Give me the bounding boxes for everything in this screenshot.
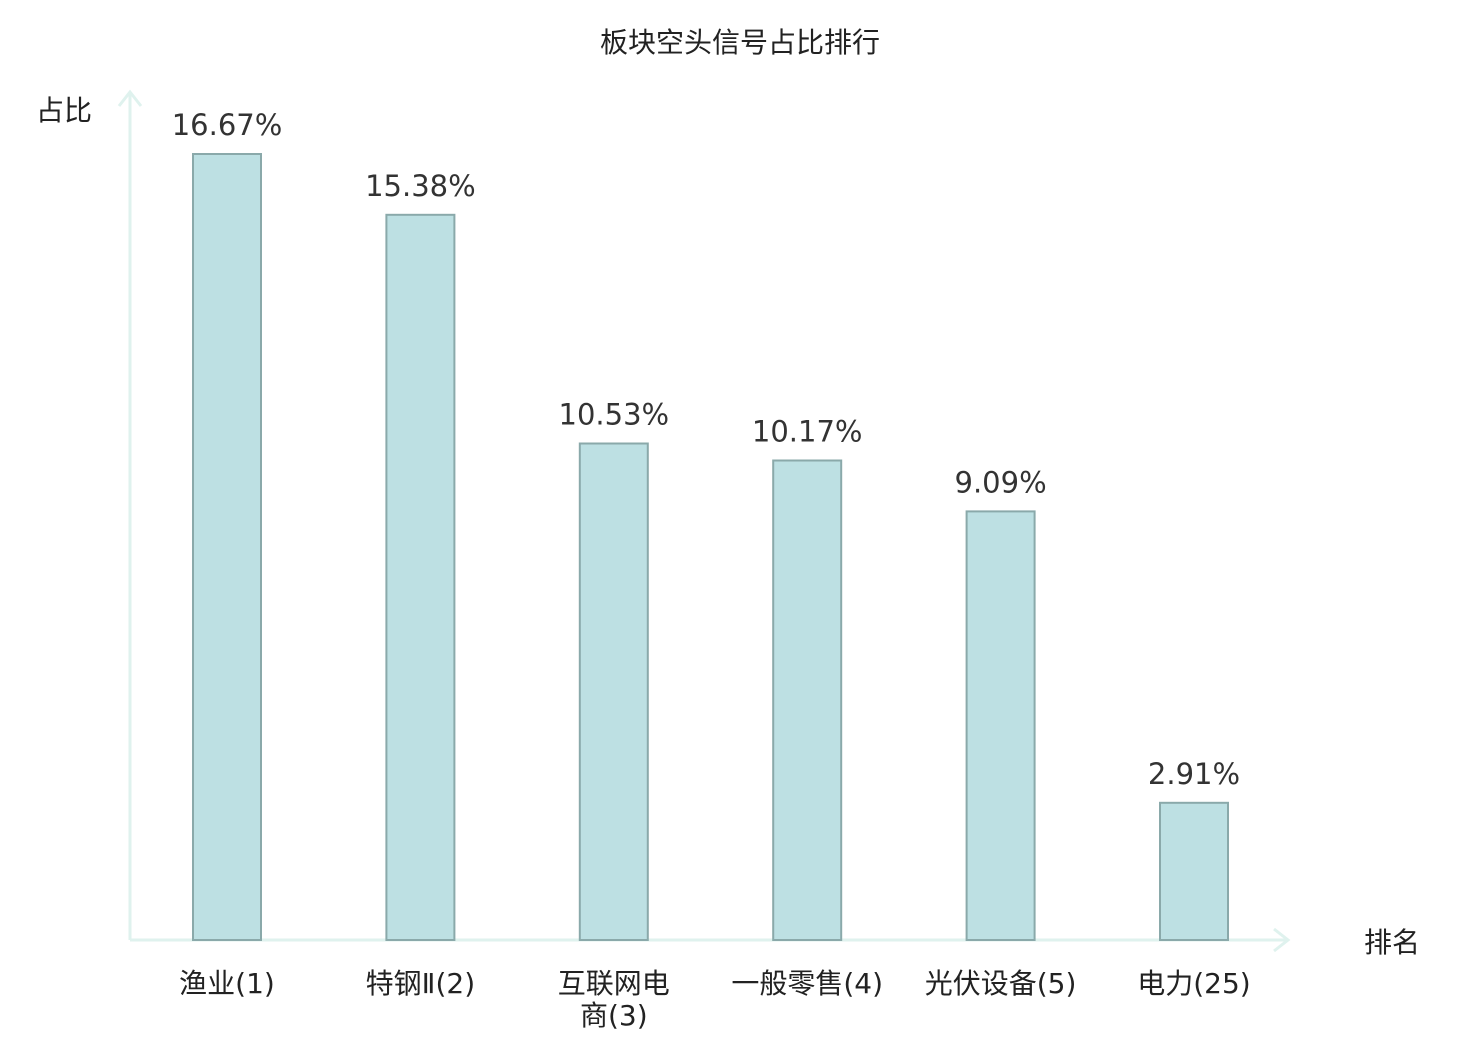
axes bbox=[117, 89, 1291, 953]
x-axis-arrow bbox=[1273, 927, 1291, 953]
category-label: 渔业(1) bbox=[179, 967, 275, 1000]
bar bbox=[1159, 801, 1229, 941]
value-label: 9.09% bbox=[955, 465, 1047, 499]
y-axis-label: 占比 bbox=[36, 94, 92, 127]
category-label-line: 特钢Ⅱ(2) bbox=[366, 967, 475, 1000]
category-label: 一般零售(4) bbox=[731, 967, 883, 1000]
category-label-line: 商(3) bbox=[580, 999, 648, 1032]
chart-title: 板块空头信号占比排行 bbox=[600, 26, 880, 59]
value-label: 2.91% bbox=[1148, 757, 1240, 791]
category-label: 互联网电商(3) bbox=[558, 967, 670, 1032]
bar bbox=[772, 459, 843, 941]
bar bbox=[385, 213, 456, 942]
category-label-line: 电力(25) bbox=[1137, 967, 1250, 1000]
value-label: 10.53% bbox=[559, 398, 670, 432]
value-label: 10.17% bbox=[752, 415, 863, 449]
category-label: 特钢Ⅱ(2) bbox=[366, 967, 475, 1000]
bar bbox=[965, 510, 1036, 941]
x-axis-label: 排名 bbox=[1364, 926, 1420, 959]
value-label: 15.38% bbox=[365, 169, 476, 203]
category-label-line: 渔业(1) bbox=[179, 967, 275, 1000]
category-label-line: 光伏设备(5) bbox=[925, 967, 1077, 1000]
value-label: 16.67% bbox=[172, 108, 283, 142]
bar bbox=[578, 442, 649, 941]
category-label-line: 互联网电 bbox=[558, 967, 670, 1000]
category-labels: 渔业(1) 特钢Ⅱ(2) 互联网电商(3) 一般零售(4) 光伏设备(5) 电力(25) bbox=[179, 967, 1251, 1032]
category-label-line: 一般零售(4) bbox=[731, 967, 883, 1000]
bar bbox=[192, 153, 262, 941]
category-label: 电力(25) bbox=[1137, 967, 1250, 1000]
bars bbox=[192, 153, 1229, 942]
value-labels: 16.67% 15.38% 10.53% 10.17% 9.09% 2.91% bbox=[172, 108, 1240, 791]
category-label: 光伏设备(5) bbox=[925, 967, 1077, 1000]
y-axis-arrow bbox=[117, 89, 143, 107]
